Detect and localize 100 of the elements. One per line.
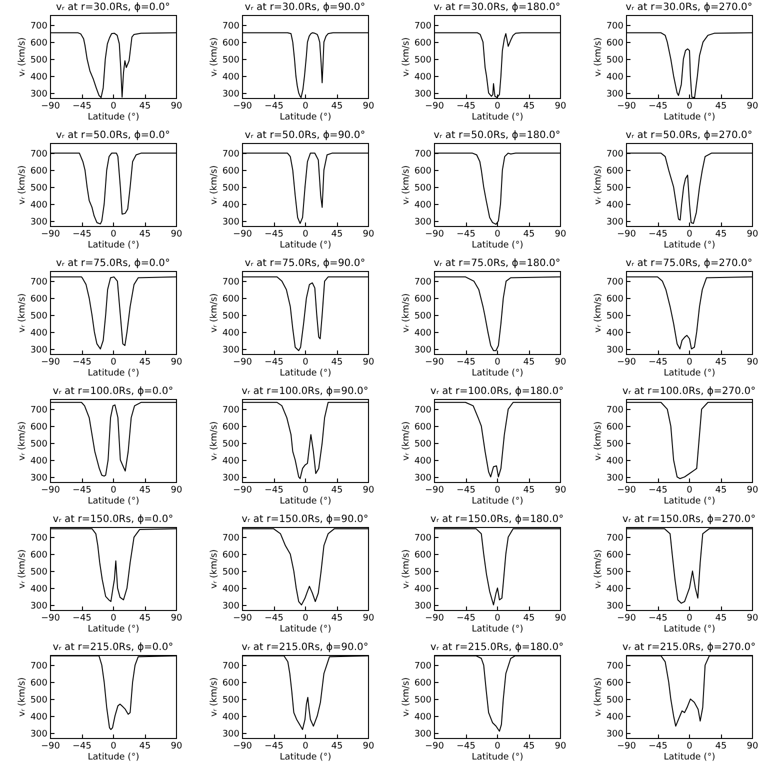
x-tick-label: 0 — [110, 230, 117, 240]
x-tick-label: −45 — [456, 742, 476, 752]
x-tick-label: −90 — [425, 230, 444, 240]
x-axis-title: Latitude (°) — [472, 624, 524, 634]
x-tick-label: −45 — [72, 614, 92, 624]
y-tick-label: 300 — [222, 601, 240, 612]
x-tick-label: 90 — [554, 742, 566, 752]
y-tick-label: 500 — [414, 312, 432, 322]
y-tick-label: 500 — [30, 696, 48, 706]
x-axis-title: Latitude (°) — [664, 624, 716, 634]
chart-title: vᵣ at r=50.0Rs, ϕ=90.0° — [244, 130, 366, 141]
y-tick-label: 600 — [606, 294, 624, 305]
y-tick-label: 300 — [222, 473, 240, 484]
x-axis-title: Latitude (°) — [664, 368, 716, 378]
y-tick-label: 300 — [414, 729, 432, 740]
x-tick-label: 0 — [494, 742, 501, 752]
y-tick-label: 300 — [414, 89, 432, 100]
chart-title: vᵣ at r=150.0Rs, ϕ=180.0° — [430, 514, 564, 525]
y-axis-title: vᵣ (km/s) — [401, 293, 412, 333]
x-axis-title: Latitude (°) — [88, 240, 140, 250]
y-tick-label: 300 — [222, 729, 240, 740]
y-tick-label: 700 — [30, 534, 48, 544]
y-tick-label: 700 — [606, 150, 624, 160]
y-tick-label: 600 — [30, 550, 48, 561]
x-tick-label: 45 — [715, 614, 727, 624]
x-tick-label: 45 — [523, 614, 535, 624]
x-axis-title: Latitude (°) — [472, 112, 524, 122]
x-tick-label: 90 — [362, 358, 374, 368]
x-tick-label: 90 — [746, 102, 758, 112]
x-tick-label: −45 — [648, 230, 668, 240]
x-tick-label: −45 — [264, 486, 284, 496]
y-axis-title: vᵣ (km/s) — [593, 549, 604, 589]
y-tick-label: 400 — [30, 200, 48, 210]
y-axis-title: vᵣ (km/s) — [593, 37, 604, 77]
x-tick-label: 0 — [494, 614, 501, 624]
chart-title: vᵣ at r=30.0Rs, ϕ=180.0° — [434, 2, 560, 13]
x-tick-label: −90 — [233, 230, 252, 240]
x-tick-label: 0 — [110, 102, 117, 112]
x-tick-label: −45 — [72, 230, 92, 240]
y-tick-label: 600 — [414, 38, 432, 49]
x-tick-label: 0 — [110, 742, 117, 752]
x-tick-label: 0 — [110, 358, 117, 368]
y-tick-label: 700 — [222, 150, 240, 160]
chart-title: vᵣ at r=75.0Rs, ϕ=270.0° — [626, 258, 752, 269]
x-tick-label: −45 — [72, 102, 92, 112]
y-tick-label: 500 — [222, 696, 240, 706]
y-tick-label: 600 — [30, 38, 48, 49]
x-tick-label: 90 — [746, 614, 758, 624]
x-tick-label: −45 — [648, 486, 668, 496]
y-axis-title: vᵣ (km/s) — [209, 549, 220, 589]
x-tick-label: −45 — [72, 358, 92, 368]
x-tick-label: 0 — [494, 358, 501, 368]
x-tick-label: 0 — [110, 486, 117, 496]
line-series — [242, 402, 368, 480]
y-tick-label: 400 — [606, 200, 624, 210]
y-tick-label: 700 — [606, 534, 624, 544]
x-tick-label: 0 — [686, 230, 693, 240]
chart-title: vᵣ at r=50.0Rs, ϕ=270.0° — [626, 130, 752, 141]
x-tick-label: 0 — [686, 486, 693, 496]
x-tick-label: −45 — [648, 742, 668, 752]
chart-title: vᵣ at r=30.0Rs, ϕ=90.0° — [244, 2, 366, 13]
chart-title: vᵣ at r=50.0Rs, ϕ=0.0° — [56, 130, 170, 141]
y-tick-label: 600 — [222, 678, 240, 689]
x-tick-label: −90 — [425, 486, 444, 496]
y-tick-label: 500 — [30, 184, 48, 194]
x-tick-label: 45 — [139, 614, 151, 624]
y-tick-label: 500 — [30, 568, 48, 578]
y-axis-title: vᵣ (km/s) — [209, 293, 220, 333]
y-axis-title: vᵣ (km/s) — [209, 165, 220, 205]
x-axis-title: Latitude (°) — [664, 496, 716, 506]
y-axis-title: vᵣ (km/s) — [593, 293, 604, 333]
x-axis-title: Latitude (°) — [664, 752, 716, 762]
x-tick-label: 45 — [139, 742, 151, 752]
y-tick-label: 500 — [30, 56, 48, 66]
x-tick-label: 0 — [302, 742, 309, 752]
x-axis-title: Latitude (°) — [88, 368, 140, 378]
x-tick-label: −45 — [72, 742, 92, 752]
x-tick-label: 45 — [331, 486, 343, 496]
y-axis-title: vᵣ (km/s) — [401, 165, 412, 205]
chart-title: vᵣ at r=75.0Rs, ϕ=0.0° — [56, 258, 170, 269]
y-tick-label: 300 — [414, 473, 432, 484]
x-axis-title: Latitude (°) — [664, 112, 716, 122]
y-tick-label: 500 — [414, 696, 432, 706]
y-tick-label: 400 — [30, 72, 48, 82]
x-tick-label: −45 — [648, 358, 668, 368]
x-tick-label: −90 — [41, 486, 60, 496]
y-tick-label: 600 — [414, 678, 432, 689]
y-tick-label: 600 — [414, 294, 432, 305]
y-tick-label: 600 — [606, 422, 624, 433]
x-tick-label: 45 — [331, 742, 343, 752]
x-tick-label: 0 — [302, 230, 309, 240]
y-tick-label: 500 — [30, 440, 48, 450]
y-tick-label: 500 — [414, 184, 432, 194]
x-tick-label: 45 — [331, 614, 343, 624]
x-tick-label: 90 — [362, 486, 374, 496]
y-tick-label: 700 — [30, 22, 48, 32]
x-tick-label: −90 — [425, 102, 444, 112]
y-tick-label: 600 — [606, 166, 624, 177]
y-tick-label: 500 — [30, 312, 48, 322]
y-tick-label: 500 — [222, 312, 240, 322]
